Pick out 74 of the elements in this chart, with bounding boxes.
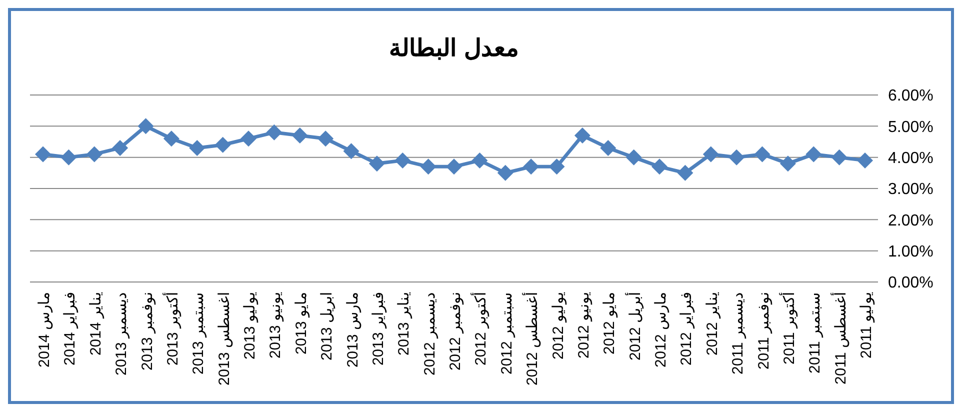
x-tick-label: ديسمبر 2011 xyxy=(730,292,747,374)
point xyxy=(112,140,128,156)
x-tick-label: مايو 2013 xyxy=(292,292,310,355)
point xyxy=(472,152,488,168)
x-tick-label: أغسطس 2011 xyxy=(830,292,850,384)
x-tick-label: ابريل 2013 xyxy=(318,292,336,361)
y-tick-label: 5.00% xyxy=(888,118,934,136)
x-tick-label: مايو 2012 xyxy=(601,292,618,355)
x-tick-label: نوفمبر 2012 xyxy=(447,292,464,371)
x-tick-label: يناير 2012 xyxy=(704,292,721,356)
x-tick-label: أكتوبر 2011 xyxy=(778,292,798,364)
point xyxy=(368,156,385,172)
y-tick-label: 0.00% xyxy=(888,274,934,292)
point xyxy=(497,164,514,181)
point xyxy=(240,130,256,147)
point xyxy=(394,152,411,168)
point xyxy=(189,140,206,156)
point xyxy=(35,146,51,162)
point xyxy=(86,146,102,162)
x-tick-label: فبراير 2013 xyxy=(370,292,387,366)
point xyxy=(652,158,668,175)
point xyxy=(138,118,154,134)
point xyxy=(626,149,642,166)
x-tick-label: مارس 2014 xyxy=(36,292,53,368)
chart-title: معدل البطالة xyxy=(389,35,519,62)
point xyxy=(702,146,719,162)
x-tick-label: فبراير 2014 xyxy=(62,292,79,366)
x-tick-label: مارس 2012 xyxy=(652,292,670,368)
x-tick-label: يناير 2013 xyxy=(396,292,413,356)
x-tick-label: يوليو 2012 xyxy=(550,292,567,360)
point xyxy=(806,146,822,162)
x-tick-label: مارس 2013 xyxy=(344,292,362,368)
point xyxy=(420,158,436,175)
point xyxy=(163,130,180,147)
x-tick-label: يوليو 2013 xyxy=(242,292,258,360)
point xyxy=(214,136,231,153)
point xyxy=(318,130,334,147)
x-tick-label: نوفمبر 2013 xyxy=(138,292,156,371)
x-tick-label: ديسمبر 2012 xyxy=(421,292,438,376)
point xyxy=(728,149,745,166)
y-tick-label: 1.00% xyxy=(888,243,934,260)
point xyxy=(574,128,590,144)
point xyxy=(292,128,308,144)
x-tick-label: سبتمبر 2011 xyxy=(806,292,824,374)
x-tick-label: نوفمبر 2011 xyxy=(755,292,772,370)
y-tick-label: 3.00% xyxy=(888,181,934,198)
x-tick-label: أغسطس 2012 xyxy=(522,292,542,386)
x-tick-label: سبتمبر 2013 xyxy=(190,292,208,375)
x-tick-label: يونيو 2012 xyxy=(575,292,592,359)
point xyxy=(60,149,77,166)
x-tick-label: اغسطس 2013 xyxy=(216,292,233,386)
x-tick-label: سبتمبر 2012 xyxy=(498,292,516,375)
point xyxy=(780,156,796,172)
x-tick-label: يوليو 2011 xyxy=(858,292,875,358)
point xyxy=(677,164,694,181)
point xyxy=(523,158,540,175)
point xyxy=(548,158,565,175)
point xyxy=(600,140,616,156)
x-tick-label: فبراير 2012 xyxy=(678,292,696,366)
x-tick-label: ديسمبر 2013 xyxy=(113,292,130,376)
y-tick-label: 6.00% xyxy=(888,88,934,105)
x-tick-label: أبريل 2012 xyxy=(624,292,644,361)
x-tick-label: أكتوبر 2012 xyxy=(470,292,490,366)
y-tick-label: 2.00% xyxy=(888,212,934,230)
x-tick-label: أكتوبر 2013 xyxy=(162,292,182,366)
x-tick-label: يناير 2014 xyxy=(87,292,104,356)
point xyxy=(343,143,360,160)
point xyxy=(831,149,848,166)
y-tick-label: 4.00% xyxy=(888,150,934,167)
point xyxy=(266,124,282,140)
x-tick-label: يونيو 2013 xyxy=(267,292,284,359)
point xyxy=(754,146,770,162)
point xyxy=(857,152,873,168)
point xyxy=(446,158,462,175)
